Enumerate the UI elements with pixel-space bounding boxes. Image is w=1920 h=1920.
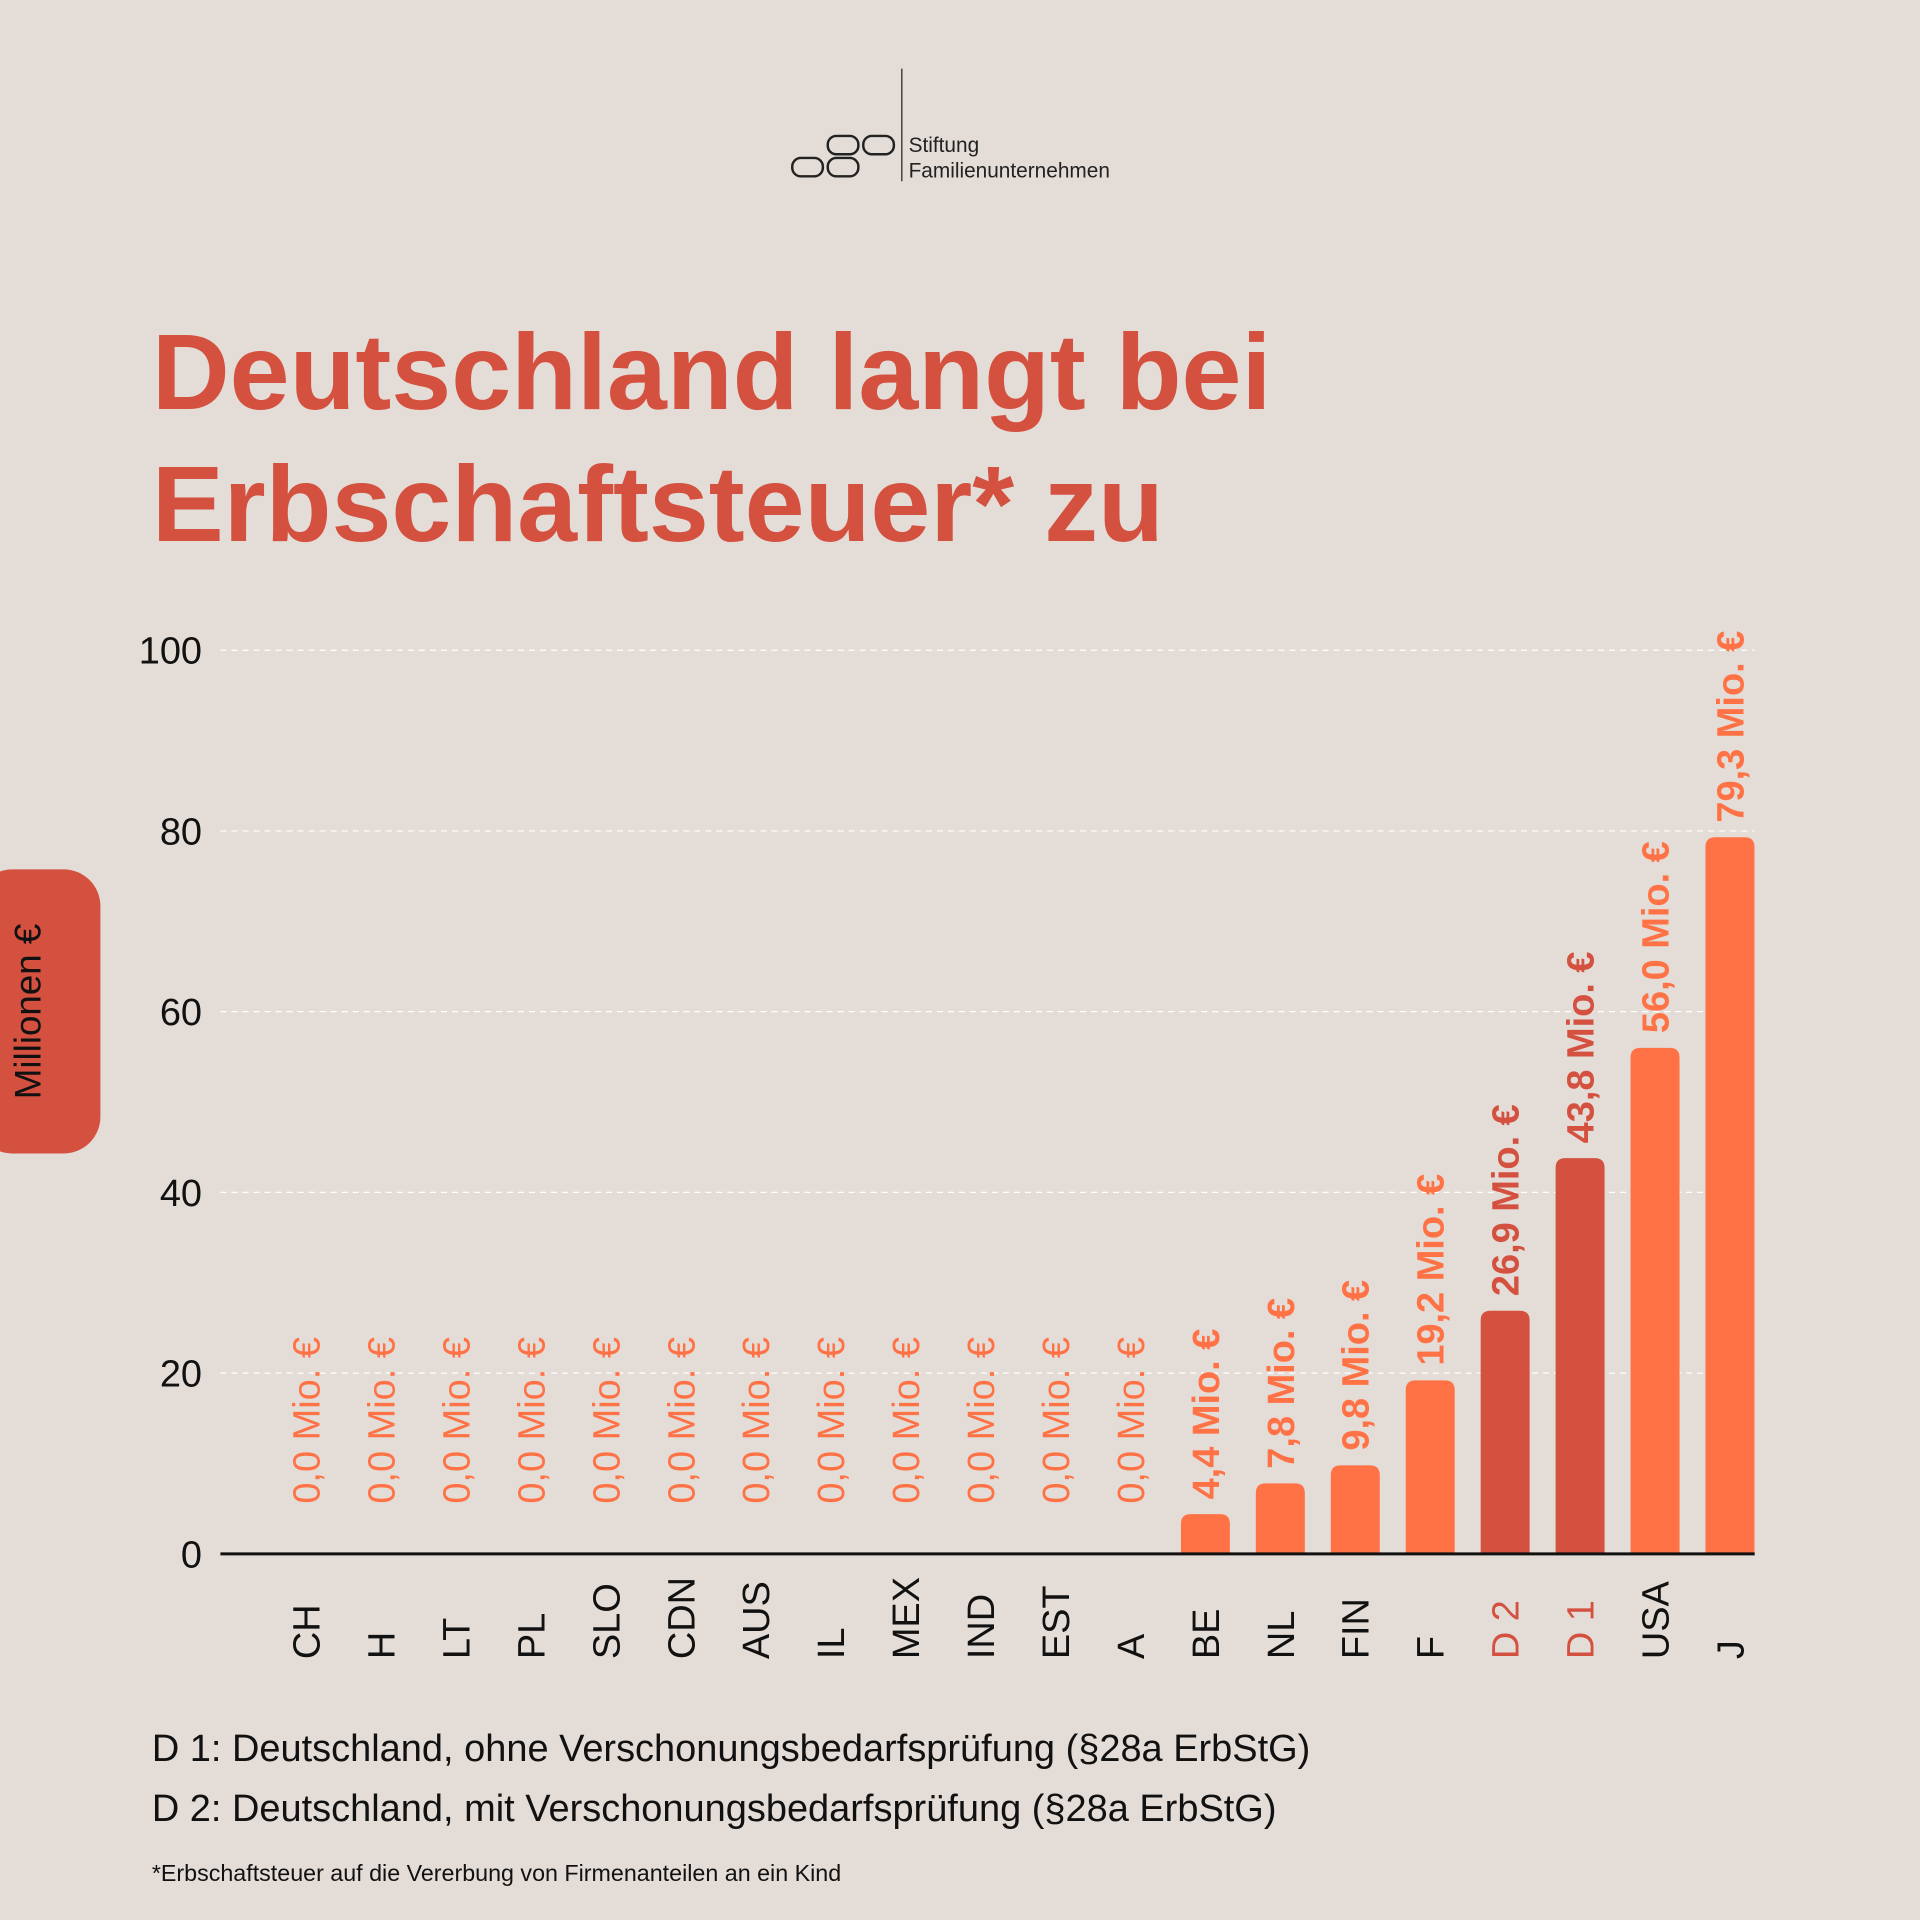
page-title: Deutschland langt bei Erbschaftsteuer* z… xyxy=(152,306,1272,570)
data-label: 0,0 Mio. € xyxy=(586,1337,628,1504)
logo-line2: Familienunternehmen xyxy=(908,159,1110,183)
bar xyxy=(1255,1483,1305,1554)
data-label: 0,0 Mio. € xyxy=(511,1337,553,1504)
x-tick-label: USA xyxy=(1635,1580,1677,1659)
y-tick-label: 60 xyxy=(160,992,202,1034)
note-d2: D 2: Deutschland, mit Verschonungsbedarf… xyxy=(151,1786,1277,1830)
bar xyxy=(1705,837,1755,1554)
data-label: 0,0 Mio. € xyxy=(362,1337,404,1504)
data-label: 0,0 Mio. € xyxy=(1111,1337,1153,1504)
data-label: 79,3 Mio. € xyxy=(1710,631,1752,823)
x-tick-label: H xyxy=(362,1632,404,1659)
y-tick-label: 100 xyxy=(139,631,202,673)
x-tick-label: MEX xyxy=(886,1577,928,1659)
data-label: 0,0 Mio. € xyxy=(961,1337,1003,1504)
x-tick-label: CDN xyxy=(661,1577,703,1659)
x-tick-label: IND xyxy=(961,1594,1003,1659)
x-tick-label: FIN xyxy=(1336,1598,1378,1659)
bar xyxy=(1330,1465,1380,1554)
x-tick-label: CH xyxy=(287,1604,329,1659)
x-tick-label: J xyxy=(1710,1640,1752,1659)
bar xyxy=(1630,1047,1680,1554)
bar xyxy=(1480,1310,1530,1554)
data-label: 7,8 Mio. € xyxy=(1261,1298,1303,1469)
logo-text: Stiftung Familienunternehmen xyxy=(909,132,1110,183)
logo-mark-icon xyxy=(791,134,896,178)
x-tick-label: NL xyxy=(1261,1611,1303,1659)
x-tick-label: PL xyxy=(511,1613,553,1659)
y-tick-label: 0 xyxy=(181,1534,202,1576)
x-tick-label: D 1 xyxy=(1561,1600,1603,1659)
data-label: 0,0 Mio. € xyxy=(811,1337,853,1504)
x-tick-label: AUS xyxy=(736,1581,778,1659)
data-label: 0,0 Mio. € xyxy=(886,1337,928,1504)
x-tick-label: A xyxy=(1111,1633,1153,1659)
y-tick-label: 20 xyxy=(160,1354,202,1396)
logo-divider xyxy=(901,68,903,182)
data-label: 26,9 Mio. € xyxy=(1486,1104,1528,1296)
y-axis-label-tab: Millionen € xyxy=(0,869,101,1154)
data-label: 0,0 Mio. € xyxy=(736,1337,778,1504)
data-label: 56,0 Mio. € xyxy=(1635,841,1677,1033)
data-label: 43,8 Mio. € xyxy=(1561,951,1603,1143)
title-line1: Deutschland langt bei xyxy=(151,311,1272,433)
data-label: 19,2 Mio. € xyxy=(1411,1174,1453,1366)
data-label: 9,8 Mio. € xyxy=(1336,1280,1378,1451)
bar-chart: 0 20 40 60 80 100 0,0 Mio. € CH 0,0 Mio. € H 0,0 M… xyxy=(139,631,1755,1660)
bar xyxy=(1180,1514,1230,1554)
logo-line1: Stiftung xyxy=(908,133,980,157)
y-tick-label: 80 xyxy=(160,811,202,853)
title-line2: Erbschaftsteuer* zu xyxy=(151,443,1164,565)
x-tick-label: BE xyxy=(1186,1609,1228,1660)
x-tick-label: F xyxy=(1411,1636,1453,1659)
footnote: *Erbschaftsteuer auf die Vererbung von F… xyxy=(151,1861,842,1887)
data-label: 4,4 Mio. € xyxy=(1186,1329,1228,1500)
note-d1: D 1: Deutschland, ohne Verschonungsbedar… xyxy=(151,1726,1311,1770)
x-tick-label: D 2 xyxy=(1486,1600,1528,1659)
bar xyxy=(1555,1158,1605,1554)
x-tick-label: EST xyxy=(1036,1585,1078,1659)
data-label: 0,0 Mio. € xyxy=(436,1337,478,1504)
data-label: 0,0 Mio. € xyxy=(287,1337,329,1504)
bar xyxy=(1405,1380,1455,1554)
data-label: 0,0 Mio. € xyxy=(1036,1337,1078,1504)
x-tick-label: IL xyxy=(811,1628,853,1660)
data-label: 0,0 Mio. € xyxy=(661,1337,703,1504)
x-tick-label: LT xyxy=(436,1618,478,1659)
y-tick-label: 40 xyxy=(160,1173,202,1215)
x-tick-label: SLO xyxy=(586,1583,628,1659)
